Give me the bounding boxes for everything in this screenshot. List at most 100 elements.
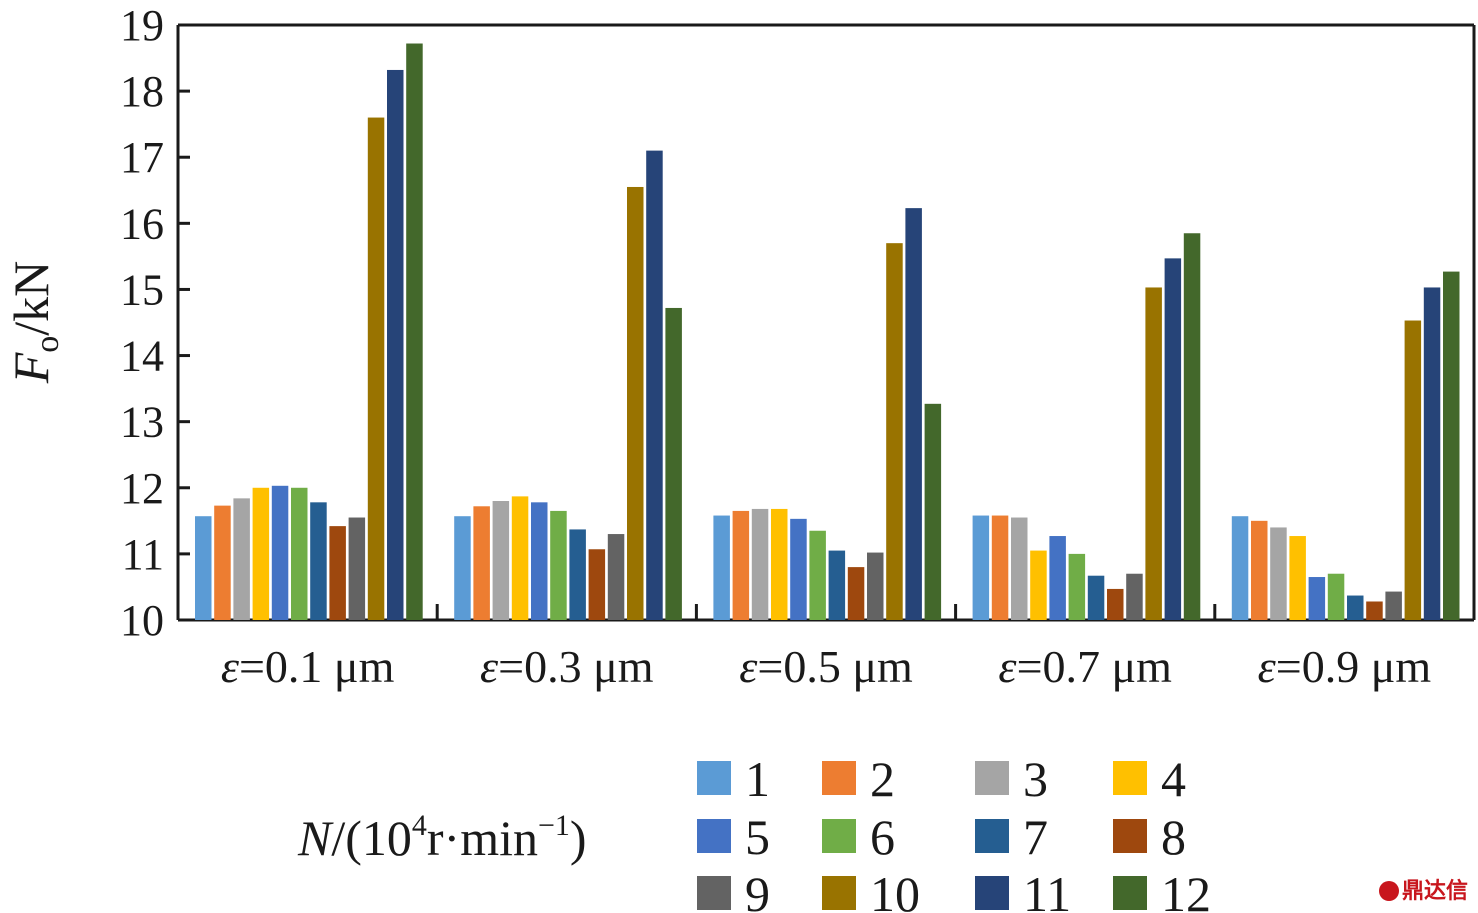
legend-label: 11	[1023, 866, 1071, 913]
bar-series-6	[1068, 553, 1086, 620]
bar-series-4	[771, 508, 788, 620]
bar-series-9	[1126, 573, 1143, 620]
bar-series-1	[972, 515, 990, 620]
x-tick-label-symbol: ε	[480, 641, 499, 692]
x-tick-label-symbol: ε	[1258, 641, 1277, 692]
bar-series-4	[252, 487, 270, 620]
legend-swatch	[697, 876, 731, 910]
bar-series-5	[1049, 536, 1066, 620]
y-axis-title-symbol: F	[3, 352, 59, 384]
bar-series-7	[310, 502, 327, 620]
y-tick-label: 12	[120, 464, 164, 513]
bar-series-7	[1087, 575, 1105, 620]
x-tick-label-value: =0.9 μm	[1276, 641, 1432, 692]
x-tick-label: ε=0.3 μm	[480, 641, 654, 692]
bar-series-11	[905, 208, 922, 620]
bar-series-5	[1308, 577, 1326, 620]
watermark-logo-icon	[1378, 881, 1399, 901]
bar-series-6	[809, 530, 826, 620]
x-tick-label-symbol: ε	[739, 641, 758, 692]
bar-series-5	[531, 502, 548, 620]
y-axis-title-subscript: o	[29, 336, 66, 353]
bar-series-8	[1107, 588, 1124, 620]
bar-series-12	[1443, 271, 1460, 620]
y-tick-label: 18	[120, 67, 164, 116]
x-tick-label-symbol: ε	[998, 641, 1017, 692]
bar-series-8	[1366, 601, 1383, 620]
legend-swatch	[822, 761, 856, 795]
legend-title: N/(104r·min−1)	[297, 809, 587, 866]
bar-series-10	[1404, 320, 1422, 620]
legend-title-superscript-1: 4	[412, 809, 427, 842]
bar-series-11	[1164, 258, 1182, 620]
legend-label: 5	[745, 809, 770, 865]
bar-series-2	[991, 515, 1009, 620]
y-tick-label: 14	[120, 332, 164, 381]
legend-label: 1	[745, 751, 770, 807]
x-tick-label: ε=0.9 μm	[1258, 641, 1432, 692]
legend-title-part-a: /(10	[331, 810, 412, 866]
legend-swatch	[822, 876, 856, 910]
legend-label: 12	[1161, 866, 1211, 913]
legend-swatch	[1113, 761, 1147, 795]
x-tick-label-value: =0.5 μm	[757, 641, 913, 692]
bar-series-2	[1251, 520, 1268, 620]
bar-series-10	[367, 117, 385, 621]
bar-series-4	[1030, 550, 1047, 620]
y-tick-label: 11	[122, 530, 164, 579]
bar-series-12	[665, 307, 682, 620]
bar-series-10	[627, 186, 644, 620]
bar-series-3	[1011, 517, 1028, 620]
bar-series-11	[1423, 287, 1441, 620]
bar-series-1	[454, 516, 471, 620]
bar-series-3	[492, 501, 510, 620]
bar-series-4	[1289, 536, 1306, 620]
bar-series-5	[271, 485, 289, 620]
bar-series-7	[569, 529, 586, 620]
legend-label: 6	[870, 809, 895, 865]
bar-series-3	[233, 498, 250, 620]
bar-series-3	[1270, 527, 1287, 620]
x-tick-label-value: =0.7 μm	[1017, 641, 1173, 692]
bar-series-2	[732, 510, 750, 620]
bar-series-9	[348, 517, 366, 620]
x-tick-label: ε=0.5 μm	[739, 641, 913, 692]
legend-swatch	[1113, 876, 1147, 910]
legend-title-symbol: N	[297, 810, 334, 866]
bar-series-11	[387, 69, 404, 620]
legend-swatch	[697, 819, 731, 853]
x-tick-label-symbol: ε	[221, 641, 240, 692]
bar-series-4	[511, 496, 529, 620]
bar-series-11	[646, 150, 663, 620]
x-tick-label-value: =0.3 μm	[498, 641, 654, 692]
x-tick-label: ε=0.1 μm	[221, 641, 395, 692]
bar-series-2	[214, 505, 231, 620]
bar-series-6	[550, 510, 567, 620]
legend-label: 2	[870, 751, 895, 807]
bar-series-8	[847, 567, 865, 620]
y-tick-label: 17	[120, 133, 164, 182]
bar-series-7	[1347, 595, 1364, 620]
y-tick-label: 10	[120, 596, 164, 645]
legend-label: 9	[745, 866, 770, 913]
legend-swatch	[1113, 819, 1147, 853]
legend-label: 10	[870, 866, 920, 913]
watermark: 鼎达信	[1378, 873, 1468, 905]
bar-series-9	[1385, 591, 1402, 620]
y-axis-ticks: 10 11 12 13 14 15 16 17 18 19	[120, 1, 190, 645]
watermark-text: 鼎达信	[1401, 879, 1468, 904]
legend-label: 3	[1023, 751, 1048, 807]
legend-label: 4	[1161, 751, 1186, 807]
bar-series-9	[607, 534, 625, 620]
x-axis-ticks: ε=0.1 μm ε=0.3 μm ε=0.5 μm ε=0.7 μm ε=0.9 μm	[221, 604, 1432, 692]
y-tick-label: 15	[120, 265, 164, 314]
bars	[195, 43, 1460, 621]
y-axis-title-unit: /kN	[3, 261, 59, 336]
bar-series-12	[406, 43, 423, 621]
bar-series-12	[1183, 233, 1201, 620]
legend-label: 7	[1023, 809, 1048, 865]
bar-series-1	[713, 515, 730, 620]
x-tick-label: ε=0.7 μm	[998, 641, 1172, 692]
legend-title-superscript-2: −1	[538, 809, 570, 842]
